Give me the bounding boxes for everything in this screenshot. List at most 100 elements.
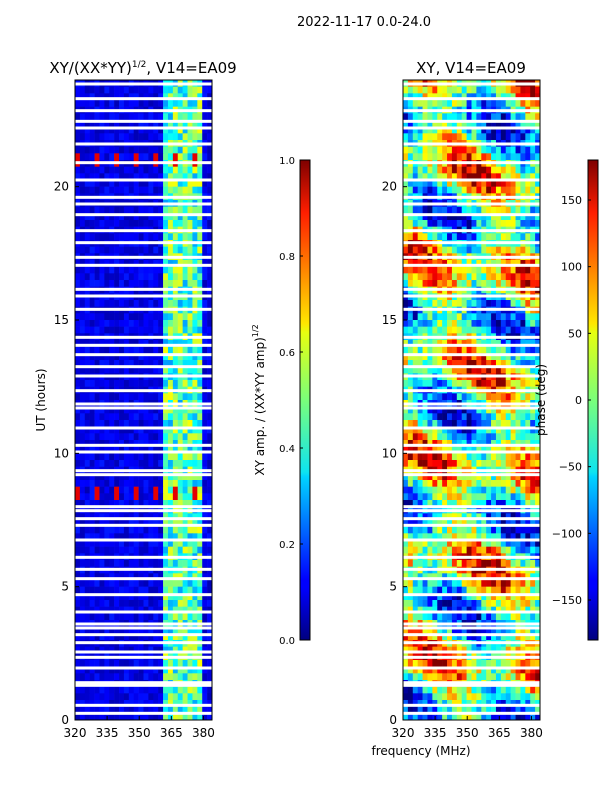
phase-heat-cell <box>520 580 526 587</box>
phase-heat-cell <box>451 260 458 267</box>
amplitude-heat-cell <box>138 146 144 154</box>
phase-heat-cell <box>456 260 463 267</box>
phase-heat-cell <box>417 213 423 221</box>
amplitude-heat-cell <box>79 93 86 101</box>
amplitude-heat-cell <box>119 326 125 334</box>
amplitude-heat-cell <box>94 520 100 527</box>
phase-heat-cell <box>437 173 443 181</box>
phase-heat-cell <box>530 220 536 227</box>
amplitude-heat-cell <box>192 173 198 181</box>
amplitude-heat-cell <box>167 560 174 567</box>
amplitude-heat-cell <box>192 113 198 121</box>
amplitude-heat-cell <box>158 120 164 127</box>
amplitude-heat-cell <box>163 233 169 241</box>
amplitude-heat-cell <box>89 300 95 307</box>
amplitude-heat-cell <box>182 120 188 127</box>
amplitude-heat-cell <box>202 360 208 367</box>
phase-heat-cell <box>422 413 428 421</box>
phase-heat-cell <box>451 473 458 481</box>
phase-heat-cell <box>505 220 511 227</box>
phase-heat-cell <box>535 540 540 547</box>
amplitude-heat-cell <box>84 126 90 134</box>
phase-heat-cell <box>495 413 502 421</box>
amplitude-heat-cell <box>192 300 198 307</box>
phase-heat-cell <box>476 413 482 421</box>
amplitude-heat-cell <box>133 313 139 321</box>
phase-heat-cell <box>412 153 418 161</box>
amplitude-heat-cell <box>114 380 120 387</box>
amplitude-heat-cell <box>153 420 159 427</box>
amplitude-heat-cell <box>192 86 198 94</box>
phase-heat-cell <box>432 340 438 347</box>
amplitude-heat-cell <box>202 613 208 621</box>
amplitude-heat-cell <box>202 606 208 614</box>
phase-heat-cell <box>422 480 428 487</box>
amplitude-heat-cell <box>104 480 110 487</box>
amplitude-heat-cell <box>133 600 139 607</box>
amplitude-heat-cell <box>163 220 169 227</box>
phase-heat-cell <box>476 346 482 354</box>
amplitude-heat-cell <box>153 693 159 701</box>
phase-heat-cell <box>442 366 448 374</box>
phase-heat-cell <box>520 126 526 134</box>
amplitude-heat-cell <box>163 613 169 621</box>
phase-heat-cell <box>403 353 409 361</box>
phase-heat-cell <box>481 180 487 187</box>
phase-heat-cell <box>486 453 492 461</box>
phase-heat-cell <box>403 260 409 267</box>
amplitude-heat-cell <box>75 573 81 581</box>
phase-heat-cell <box>451 146 458 154</box>
phase-heat-cell <box>451 186 458 194</box>
phase-heat-cell <box>461 393 467 401</box>
amplitude-heat-cell <box>109 686 115 694</box>
phase-heat-cell <box>442 153 448 161</box>
phase-heat-cell <box>403 420 409 427</box>
phase-heat-cell <box>525 413 531 421</box>
amplitude-heat-cell <box>197 440 203 447</box>
amplitude-heat-cell <box>192 180 198 187</box>
phase-heat-cell <box>456 326 463 334</box>
phase-heat-cell <box>481 260 487 267</box>
phase-heat-cell <box>437 233 443 241</box>
amplitude-heat-cell <box>75 393 81 401</box>
amplitude-heat-cell <box>148 666 154 674</box>
amplitude-heat-cell <box>197 433 203 441</box>
amplitude-heat-cell <box>182 473 188 481</box>
phase-heat-cell <box>476 133 482 141</box>
amplitude-heat-cell <box>197 546 203 554</box>
phase-heat-cell <box>520 120 526 127</box>
amplitude-heat-cell <box>207 673 212 681</box>
amplitude-heat-cell <box>138 126 144 134</box>
amplitude-heat-cell <box>128 706 135 714</box>
phase-heat-cell <box>510 266 516 274</box>
amplitude-x-tick-label: 365 <box>160 726 183 740</box>
phase-heat-cell <box>481 166 487 174</box>
phase-heat-cell <box>456 486 463 494</box>
phase-heat-cell <box>525 406 531 414</box>
amplitude-heat-cell <box>197 126 203 134</box>
phase-heat-cell <box>495 300 502 307</box>
amplitude-heat-cell <box>89 213 95 221</box>
amplitude-heat-cell <box>84 340 90 347</box>
amplitude-heat-cell <box>104 446 110 454</box>
amplitude-heat-cell <box>153 300 159 307</box>
amplitude-heat-cell <box>114 100 120 107</box>
amplitude-data-gap <box>75 622 212 626</box>
phase-heat-cell <box>486 326 492 334</box>
phase-heat-cell <box>505 113 511 121</box>
phase-heat-cell <box>535 206 540 214</box>
amplitude-heat-cell <box>192 520 198 527</box>
amplitude-heat-cell <box>75 500 81 507</box>
phase-heat-cell <box>491 246 497 254</box>
phase-heat-cell <box>437 146 443 154</box>
phase-heat-cell <box>471 340 477 347</box>
phase-heat-cell <box>486 480 492 487</box>
phase-heat-cell <box>456 313 463 321</box>
phase-heat-cell <box>432 460 438 467</box>
amplitude-heat-cell <box>187 120 193 127</box>
phase-heat-cell <box>456 100 463 107</box>
amplitude-heat-cell <box>89 606 95 614</box>
phase-heat-cell <box>461 300 467 307</box>
phase-heat-cell <box>500 133 507 141</box>
phase-heat-cell <box>486 320 492 327</box>
